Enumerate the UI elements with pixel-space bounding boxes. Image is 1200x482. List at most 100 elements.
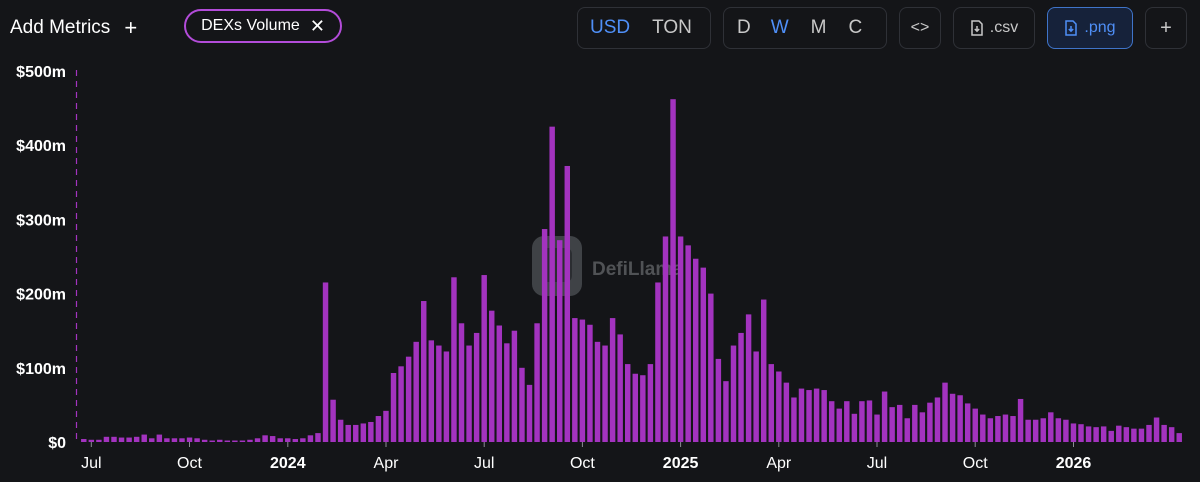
bar[interactable] [874, 414, 880, 442]
bar[interactable] [1010, 416, 1016, 442]
bar[interactable] [949, 393, 956, 442]
bar[interactable] [103, 436, 110, 442]
currency-option-ton[interactable]: TON [652, 17, 692, 38]
metric-chip-dexs-volume[interactable]: DEXs Volume ✕ [184, 9, 342, 43]
bar[interactable] [776, 371, 782, 442]
bar[interactable] [541, 229, 548, 442]
bar[interactable] [496, 325, 503, 442]
bar[interactable] [96, 439, 102, 442]
bar[interactable] [821, 390, 827, 442]
bar[interactable] [791, 397, 797, 442]
bar[interactable] [156, 434, 163, 442]
bar[interactable] [760, 299, 767, 442]
period-option-d[interactable]: D [737, 17, 751, 38]
bar[interactable] [390, 372, 397, 442]
bar[interactable] [504, 343, 510, 442]
bar[interactable] [330, 399, 336, 442]
currency-option-usd[interactable]: USD [590, 17, 631, 38]
bar[interactable] [904, 418, 910, 442]
period-option-w[interactable]: W [770, 17, 789, 38]
bar[interactable] [375, 416, 382, 442]
bar[interactable] [118, 437, 125, 442]
bar[interactable] [217, 439, 223, 442]
bar[interactable] [1032, 419, 1039, 442]
bar[interactable] [315, 433, 321, 442]
bar[interactable] [806, 390, 812, 442]
bar[interactable] [360, 423, 367, 442]
bar[interactable] [859, 401, 865, 442]
bar[interactable] [572, 318, 578, 442]
bar[interactable] [285, 438, 291, 442]
bar[interactable] [1070, 423, 1077, 442]
bar[interactable] [383, 410, 389, 442]
bar[interactable] [708, 293, 714, 442]
bar[interactable] [912, 404, 918, 442]
bar[interactable] [1025, 419, 1031, 442]
bar[interactable] [111, 436, 117, 442]
bar[interactable] [730, 345, 737, 442]
embed-button[interactable]: <> [899, 7, 941, 49]
bar[interactable] [458, 323, 465, 442]
close-icon[interactable]: ✕ [309, 16, 325, 36]
bar[interactable] [1116, 425, 1122, 442]
bar[interactable] [337, 419, 344, 442]
period-option-c[interactable]: C [848, 17, 863, 38]
bar[interactable] [421, 301, 427, 442]
bar[interactable] [798, 388, 805, 442]
bar[interactable] [934, 397, 941, 442]
bar[interactable] [1146, 424, 1152, 442]
bar[interactable] [254, 438, 261, 442]
bar[interactable] [640, 375, 646, 442]
bar[interactable] [1138, 428, 1145, 442]
bar[interactable] [179, 438, 185, 442]
bar[interactable] [1108, 430, 1114, 442]
bar[interactable] [473, 332, 480, 442]
bar[interactable] [942, 382, 948, 442]
bar[interactable] [700, 267, 706, 442]
bar[interactable] [1100, 426, 1107, 442]
bar[interactable] [844, 401, 850, 442]
bar[interactable] [201, 439, 208, 442]
bar[interactable] [141, 434, 147, 442]
bar[interactable] [1002, 414, 1009, 442]
bar[interactable] [745, 314, 752, 442]
bar[interactable] [1168, 427, 1175, 442]
bar[interactable] [466, 345, 472, 442]
add-metrics-button[interactable]: Add Metrics + [10, 14, 137, 42]
bar[interactable] [1085, 426, 1092, 442]
bar[interactable] [587, 324, 593, 442]
bar[interactable] [300, 438, 306, 442]
add-chart-button[interactable]: + [1145, 7, 1187, 49]
bar[interactable] [81, 439, 87, 442]
bar[interactable] [715, 358, 722, 442]
png-download-button[interactable]: .png [1047, 7, 1133, 49]
bar[interactable] [753, 351, 759, 442]
bar[interactable] [783, 382, 790, 442]
bar[interactable] [851, 413, 858, 442]
bar[interactable] [617, 334, 623, 442]
bar[interactable] [1093, 427, 1099, 442]
bar[interactable] [443, 351, 450, 442]
bar[interactable] [413, 341, 419, 442]
bar[interactable] [1017, 398, 1024, 442]
bar[interactable] [398, 366, 404, 442]
bar[interactable] [549, 126, 555, 443]
bar[interactable] [209, 440, 215, 442]
bar[interactable] [647, 364, 654, 442]
bar[interactable] [881, 391, 888, 442]
bar[interactable] [1048, 412, 1054, 442]
bar[interactable] [964, 403, 971, 442]
bar[interactable] [307, 435, 314, 442]
bar[interactable] [919, 412, 926, 442]
bar[interactable] [980, 414, 986, 442]
bar[interactable] [927, 402, 933, 442]
bar[interactable] [353, 424, 359, 442]
bar[interactable] [534, 323, 540, 442]
bar[interactable] [768, 364, 774, 442]
bar[interactable] [1123, 427, 1130, 442]
csv-download-button[interactable]: .csv [953, 7, 1035, 49]
bar[interactable] [345, 424, 351, 442]
bar[interactable] [149, 438, 155, 442]
bar[interactable] [836, 408, 842, 442]
bar[interactable] [186, 437, 193, 442]
